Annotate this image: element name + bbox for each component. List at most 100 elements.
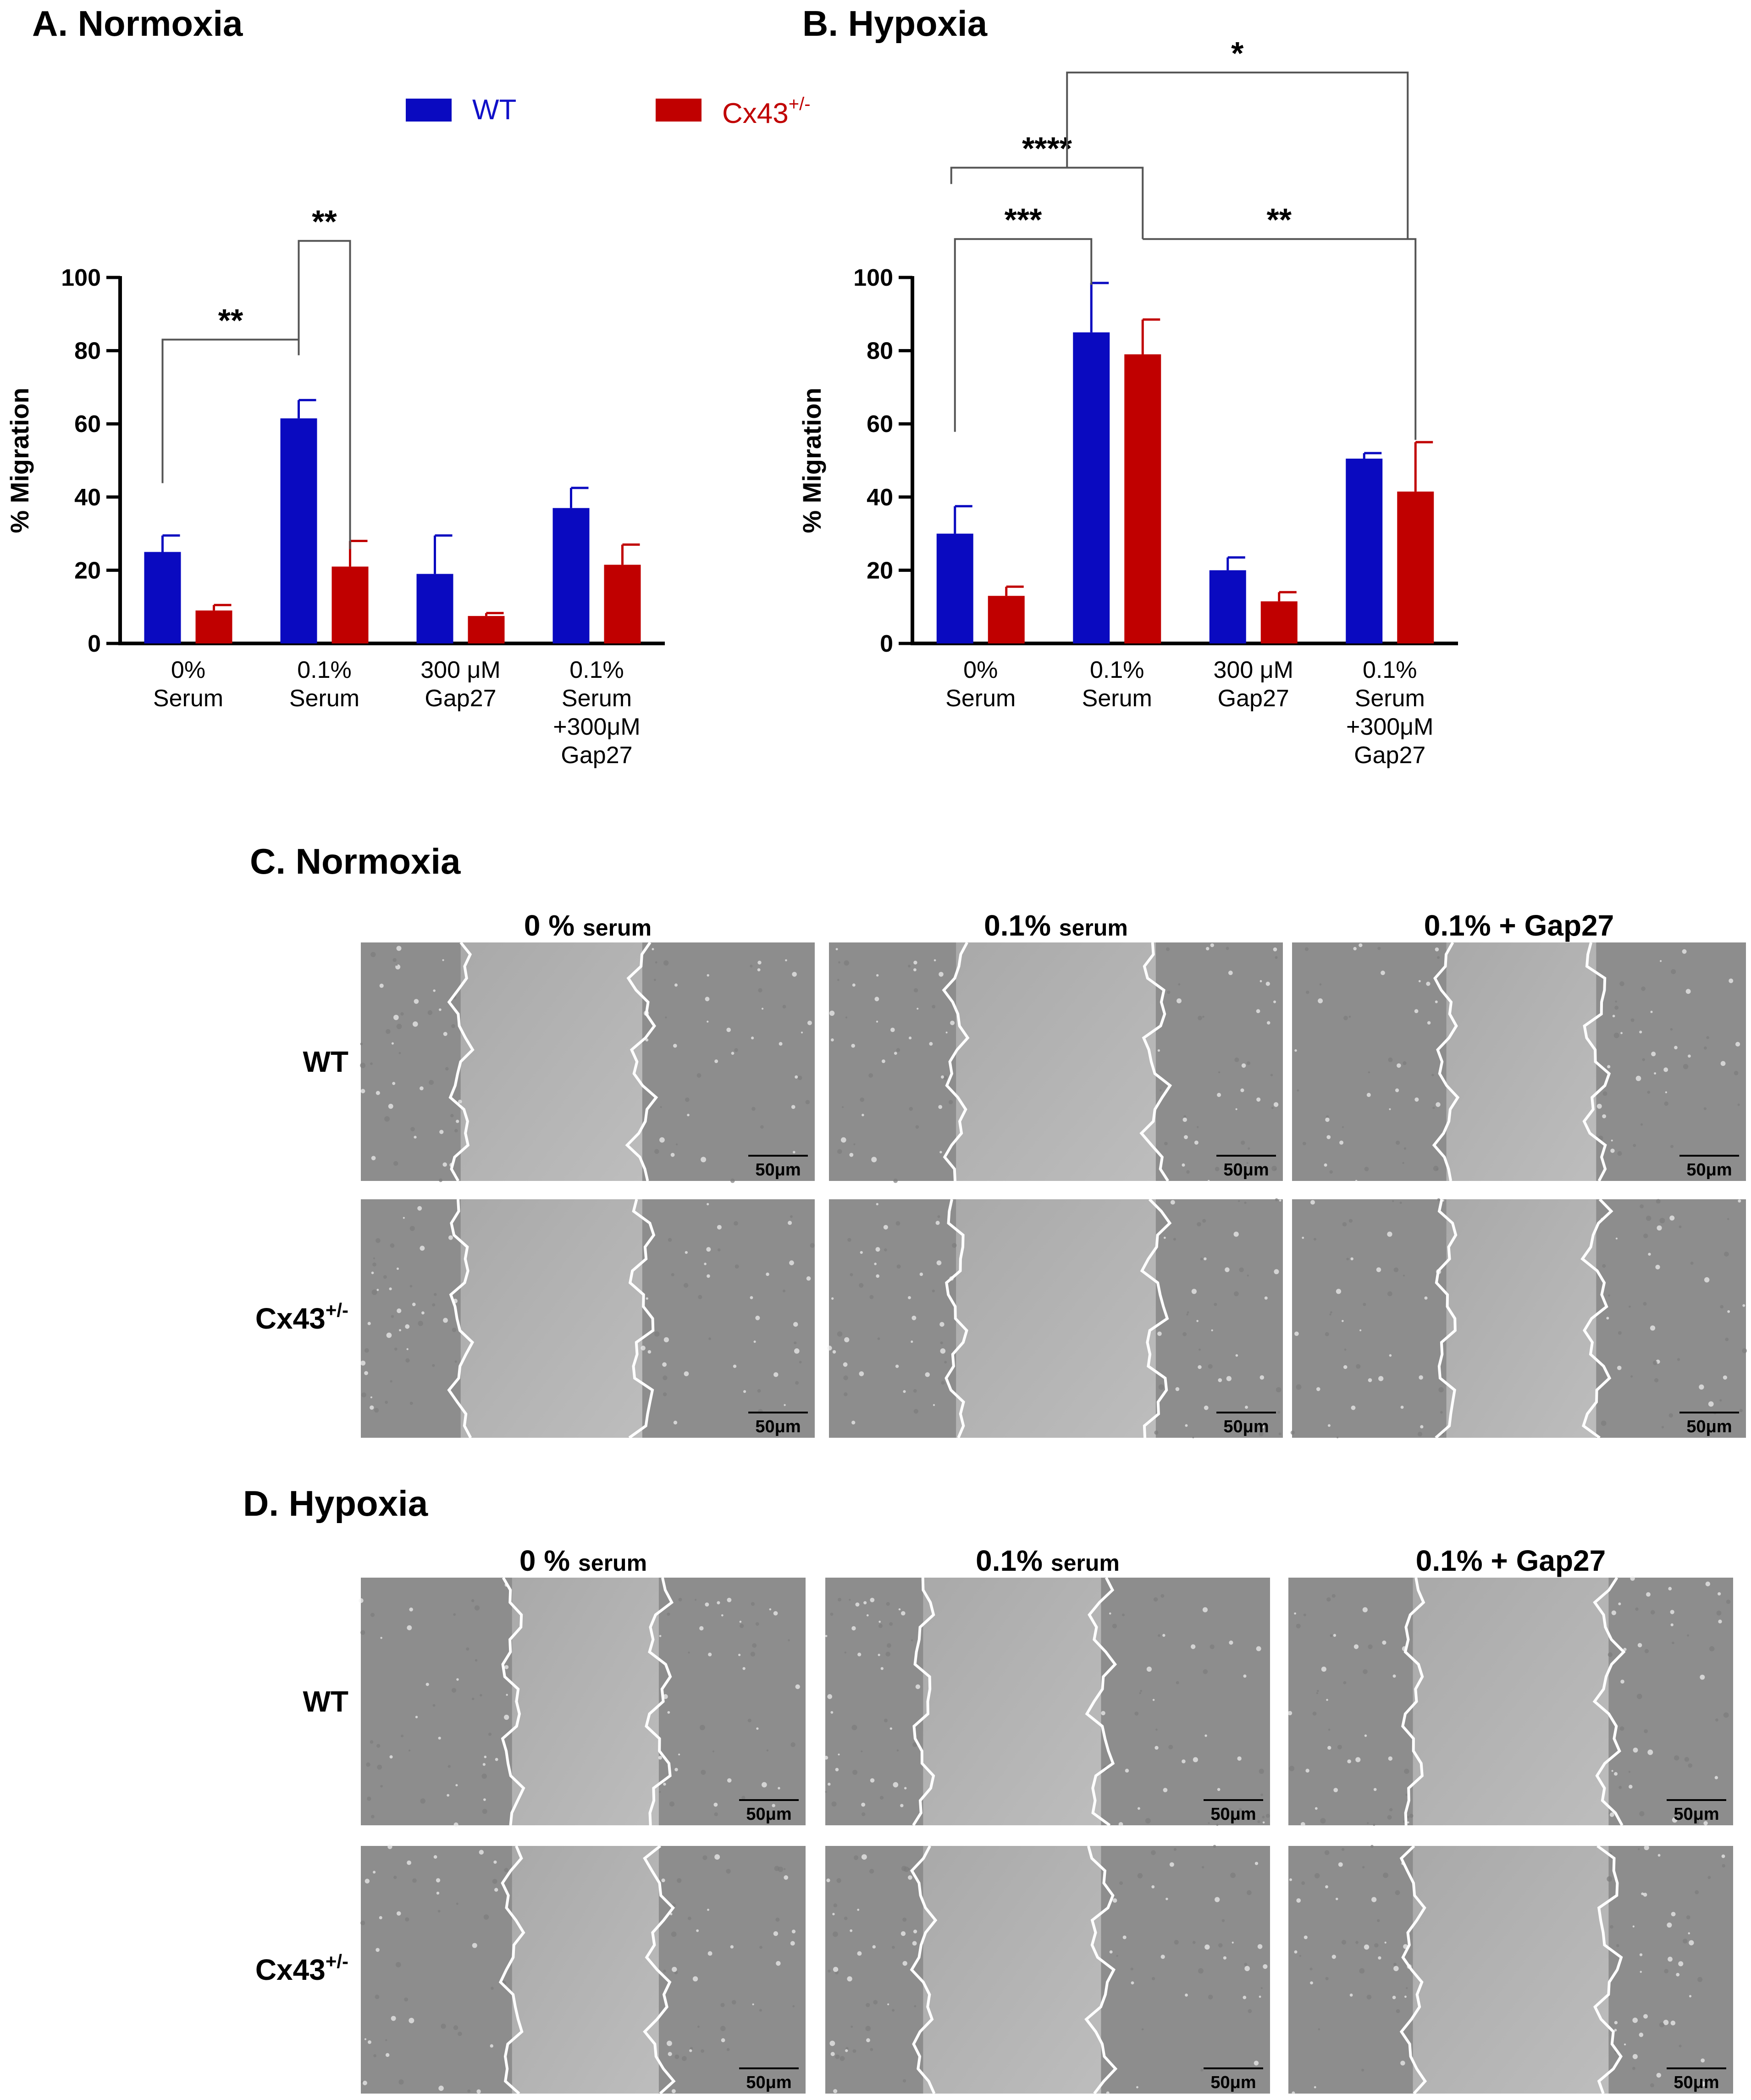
grid-c-cell [876, 1203, 878, 1206]
grid-c-cell [1157, 1331, 1162, 1336]
grid-c-cell [442, 1162, 447, 1167]
grid-c-cell [1668, 1413, 1673, 1418]
grid-d-cell [784, 1868, 786, 1870]
grid-d-cell [1679, 2045, 1682, 2048]
grid-d-cell [1689, 1940, 1694, 1945]
grid-c-cell [1261, 1425, 1265, 1429]
grid-d-cell [504, 1867, 508, 1873]
grid-d-cell [750, 1651, 756, 1657]
grid-c-cell [1633, 1144, 1636, 1147]
grid-d-cell [366, 1762, 370, 1767]
grid-d-cell [1217, 1788, 1221, 1791]
grid-d-cell [1213, 1845, 1216, 1848]
chart-b-significance-bracket [1066, 72, 1409, 239]
chart-b-y-tick-label: 60 [867, 411, 893, 438]
grid-d-cell [1663, 2019, 1669, 2025]
grid-d-cell [1676, 1973, 1680, 1977]
grid-d-cell [1294, 1612, 1296, 1615]
chart-a-bar [604, 565, 641, 643]
grid-d-cell [878, 1620, 881, 1623]
grid-d-cell [451, 1688, 457, 1693]
grid-d-cell [1118, 1822, 1123, 1827]
grid-c-cell [789, 1260, 794, 1265]
grid-c-cell [1310, 1200, 1315, 1205]
grid-c-cell [844, 960, 849, 966]
grid-c-cell [1395, 1088, 1399, 1092]
grid-c-cell [1204, 1257, 1207, 1261]
grid-c-cell [1256, 1097, 1261, 1102]
grid-d-cell [908, 1875, 912, 1880]
grid-c-cell [837, 1331, 843, 1337]
grid-d-cell [1257, 1944, 1263, 1949]
grid-c-cell [396, 1267, 399, 1270]
grid-d-cell [407, 1860, 411, 1865]
grid-d-wound-gap [923, 1846, 1101, 2094]
grid-c-cell [1330, 1311, 1332, 1313]
grid-c-cell [779, 1042, 783, 1046]
grid-d-cell [471, 1599, 475, 1602]
grid-c-wound-gap [956, 942, 1156, 1181]
grid-c-scale-bar-label: 50μm [1223, 1417, 1269, 1436]
grid-c-cell [1256, 1009, 1260, 1014]
chart-a-bar [468, 616, 505, 643]
chart-b-significance-bracket [1143, 238, 1417, 440]
grid-d-cell [1684, 1757, 1690, 1762]
grid-c-cell [1246, 1061, 1251, 1065]
grid-d-cell [1301, 1881, 1305, 1885]
grid-d-cell [1331, 1594, 1336, 1598]
grid-c-cell [1306, 990, 1309, 994]
grid-c-cell [1677, 1358, 1680, 1361]
grid-c-cell-sheet-left [829, 1199, 956, 1438]
grid-d-cell [488, 1732, 492, 1736]
grid-c-cell [835, 948, 838, 951]
grid-d-cell [456, 1902, 458, 1905]
grid-c-cell [371, 1289, 377, 1295]
grid-d-cell [1131, 1981, 1134, 1985]
grid-d-cell [1409, 1813, 1414, 1818]
grid-d-cell [762, 1782, 767, 1788]
grid-d-cell [1176, 1681, 1179, 1684]
grid-d-wound-gap [512, 1846, 659, 2094]
grid-c-cell [1170, 1200, 1175, 1205]
chart-b-bar [1209, 570, 1246, 643]
grid-c-cell [844, 1337, 850, 1342]
grid-c-cell [913, 1389, 917, 1393]
grid-d-cell [838, 1598, 842, 1601]
grid-c-cell [941, 1075, 945, 1079]
grid-d-cell [1317, 1690, 1319, 1692]
grid-d-row-label: WT [303, 1685, 349, 1718]
grid-c-cell [1629, 1305, 1631, 1308]
grid-c-cell [807, 1020, 812, 1025]
grid-c-cell [391, 1315, 394, 1318]
grid-d-cell [705, 1602, 709, 1607]
grid-c-cell [1165, 947, 1170, 951]
grid-c-cell [915, 1125, 919, 1129]
grid-d-cell [1341, 1939, 1347, 1945]
grid-c-cell [1389, 1108, 1391, 1110]
grid-d-cell [1312, 1712, 1317, 1716]
grid-c-cell [945, 1031, 948, 1034]
grid-d-cell [912, 1742, 917, 1747]
grid-c-cell [1187, 1311, 1189, 1313]
grid-d-scale-bar-label: 50μm [1674, 2073, 1719, 2092]
grid-c-cell [1376, 1267, 1381, 1272]
grid-c-cell [1197, 1222, 1201, 1227]
grid-d-cell [861, 1750, 863, 1753]
grid-c-cell [653, 979, 656, 981]
grid-c-cell [370, 1062, 373, 1065]
grid-d-cell [1643, 1892, 1647, 1897]
chart-b-bar [1124, 354, 1161, 643]
grid-c-cell [1327, 1424, 1331, 1427]
grid-d-cell [1393, 1962, 1397, 1966]
grid-c-cell [1186, 1170, 1190, 1174]
grid-d-cell [1130, 1967, 1133, 1971]
grid-d-cell [740, 1623, 744, 1628]
chart-a-y-tick-label: 80 [74, 338, 101, 365]
grid-d-cell [425, 1683, 429, 1686]
grid-c-cell [1431, 1074, 1434, 1076]
chart-a-y-tick-label: 40 [74, 484, 101, 511]
grid-c-cell [842, 1106, 844, 1108]
grid-c-cell [1235, 1354, 1238, 1357]
grid-c-cell [1646, 1215, 1652, 1221]
chart-a-category-label: Gap27 [561, 742, 632, 769]
